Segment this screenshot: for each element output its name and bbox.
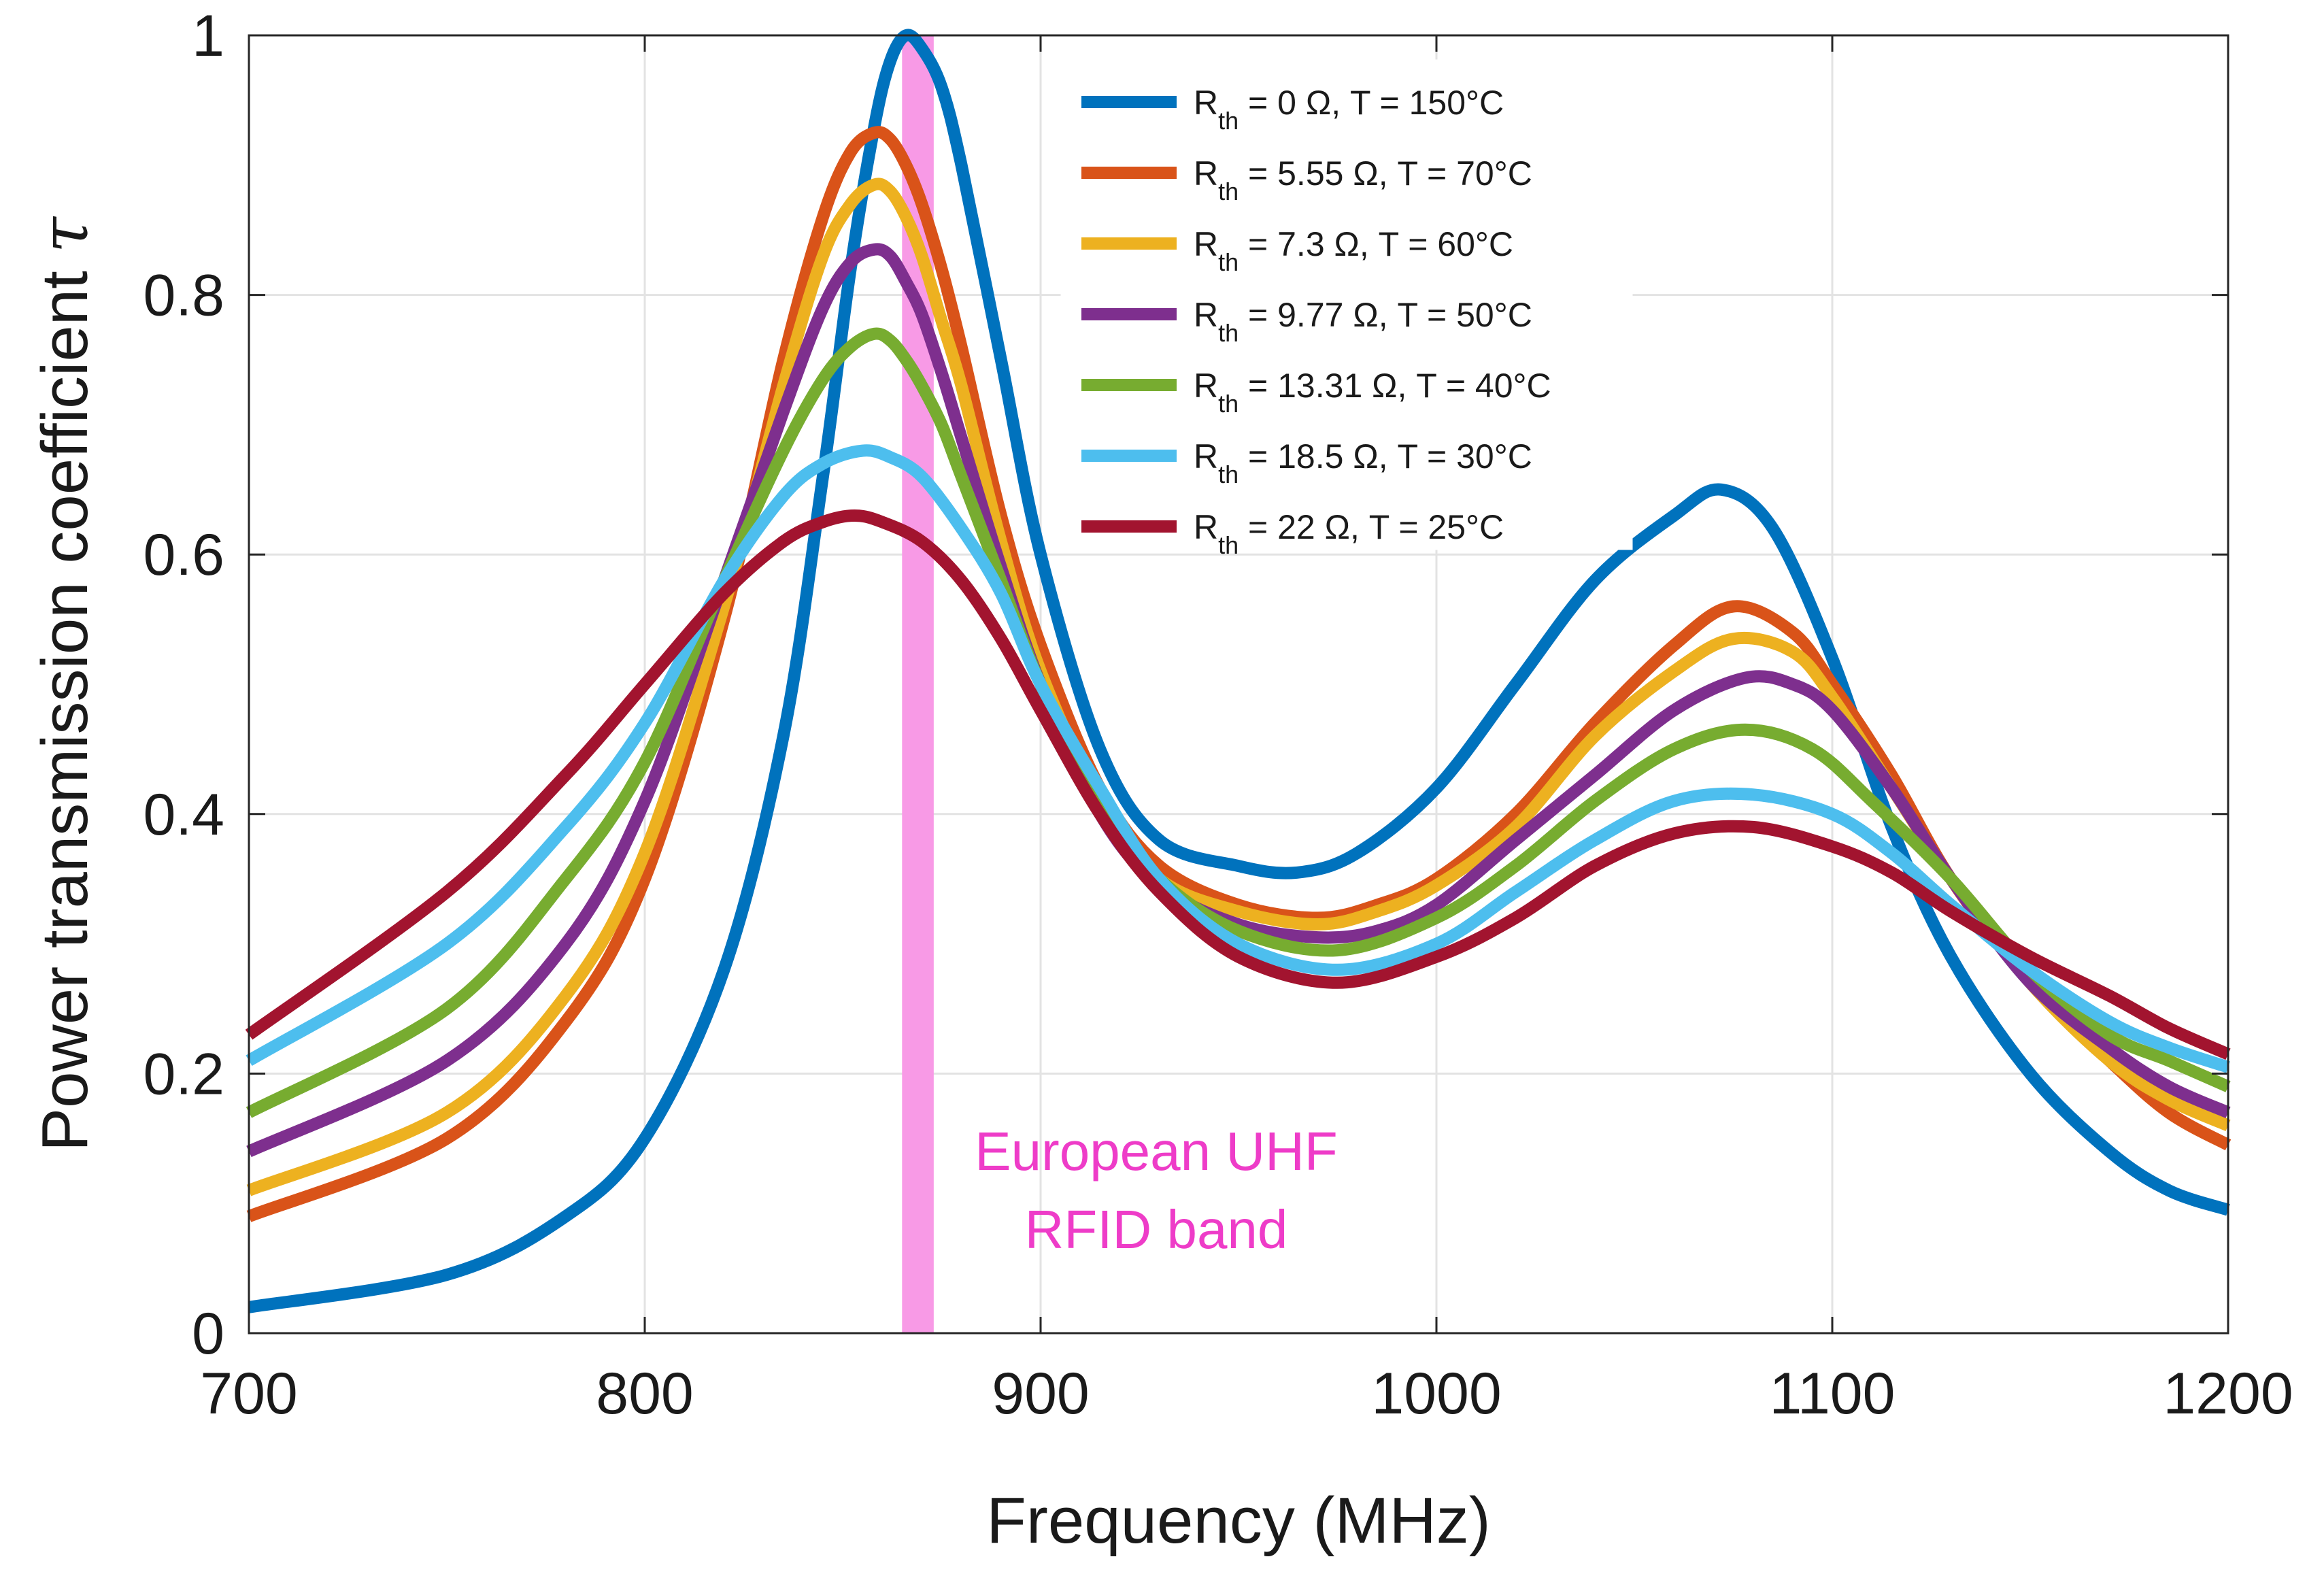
legend-entry-3: Rth = 7.3 Ω, T = 60°C xyxy=(1194,225,1513,276)
axis-ticks: 700 800 900 1000 1100 1200 0 0.2 0.4 0.6 0.8 1 xyxy=(143,3,2293,1426)
plot-frame xyxy=(248,34,2229,1335)
legend-entry-7: Rth = 22 Ω, T = 25°C xyxy=(1194,508,1504,559)
x-tick-label: 900 xyxy=(992,1361,1090,1426)
legend: Rth = 0 Ω, T = 150°C Rth = 5.55 Ω, T = 70… xyxy=(1060,59,1633,559)
x-tick-label: 1200 xyxy=(2163,1361,2293,1426)
band-label-line-2: RFID band xyxy=(1025,1199,1288,1260)
legend-entry-4: Rth = 9.77 Ω, T = 50°C xyxy=(1194,296,1532,347)
y-tick-label: 0.6 xyxy=(143,522,224,588)
legend-box xyxy=(1060,59,1633,550)
x-tick-label: 1100 xyxy=(1770,1361,1896,1426)
legend-entry-1: Rth = 0 Ω, T = 150°C xyxy=(1194,84,1504,135)
y-tick-label: 1 xyxy=(192,3,224,69)
y-tick-label: 0.2 xyxy=(143,1041,224,1107)
y-tick-label: 0.4 xyxy=(143,782,224,848)
legend-entry-6: Rth = 18.5 Ω, T = 30°C xyxy=(1194,437,1532,488)
y-axis-label: Power transmission coefficient τ xyxy=(27,216,103,1152)
legend-entry-2: Rth = 5.55 Ω, T = 70°C xyxy=(1194,154,1532,205)
y-tick-label: 0 xyxy=(192,1301,224,1367)
x-tick-label: 1000 xyxy=(1371,1361,1501,1426)
series-group xyxy=(245,29,2232,1313)
legend-entry-5: Rth = 13.31 Ω, T = 40°C xyxy=(1194,367,1551,418)
series-line-7 xyxy=(245,509,2231,1060)
y-axis-label-symbol: τ xyxy=(27,216,103,253)
x-tick-label: 800 xyxy=(596,1361,694,1426)
x-axis-label: Frequency (MHz) xyxy=(986,1484,1490,1557)
x-tick-label: 700 xyxy=(200,1361,298,1426)
band-label-line-1: European UHF xyxy=(975,1121,1338,1181)
y-axis-label-text: Power transmission coefficient xyxy=(29,271,101,1152)
y-tick-label: 0.8 xyxy=(143,263,224,329)
